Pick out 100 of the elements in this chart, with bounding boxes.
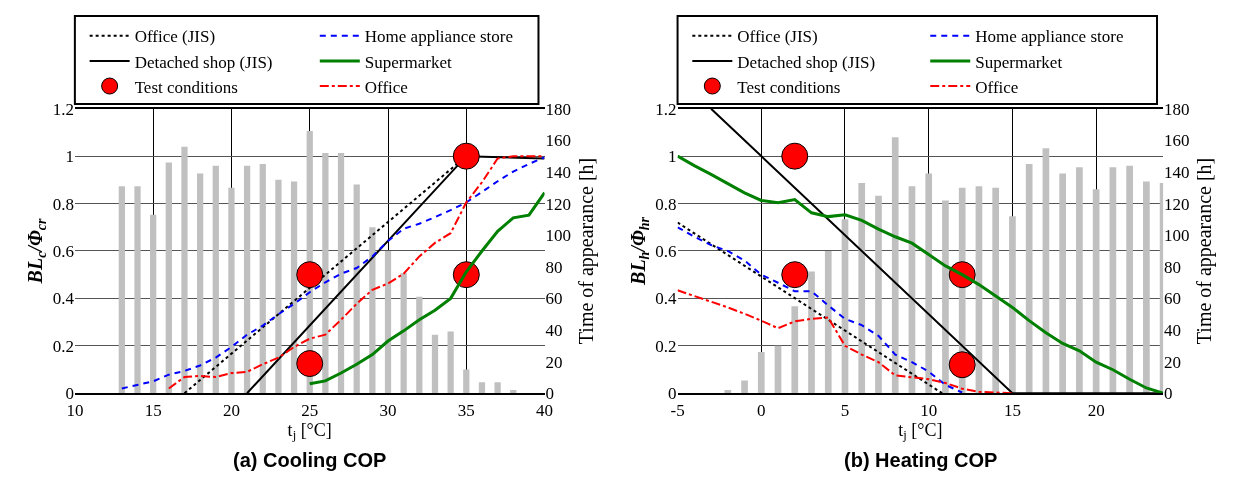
legend-label: Office (JIS) xyxy=(737,27,818,47)
bar xyxy=(322,153,329,394)
y-tick-label: 0.8 xyxy=(52,194,74,214)
x-axis-title: t$_{j}$ [°C] xyxy=(898,419,943,443)
bar xyxy=(134,186,141,394)
bar xyxy=(400,273,407,394)
legend-label: Test conditions xyxy=(134,77,238,97)
bar xyxy=(824,250,832,394)
y2-tick-label: 160 xyxy=(1164,131,1190,151)
y-tick-label: 1.2 xyxy=(655,99,677,119)
point xyxy=(296,261,324,289)
bar xyxy=(416,296,423,394)
legend-label: Supermarket xyxy=(364,52,452,72)
bar xyxy=(463,369,470,394)
bar xyxy=(431,334,439,394)
x-tick-label: 5 xyxy=(840,400,850,420)
y2-tick-label: 180 xyxy=(545,99,572,119)
y2-tick-label: 160 xyxy=(545,131,572,151)
legend-label: Office xyxy=(364,77,408,97)
y2-tick-label: 20 xyxy=(545,352,563,372)
y2-tick-label: 120 xyxy=(545,194,572,214)
bar xyxy=(741,380,748,394)
x-tick-label: 30 xyxy=(379,400,397,420)
bar xyxy=(1126,165,1133,394)
bar xyxy=(510,390,517,394)
x-axis-title: t$_{j}$ [°C] xyxy=(287,419,332,443)
bar xyxy=(1076,167,1083,394)
y2-tick-label: 120 xyxy=(1164,194,1190,214)
bar xyxy=(212,165,219,394)
y2-tick-label: 60 xyxy=(1164,289,1182,309)
y2-axis-title: Time of appearance [h] xyxy=(574,157,598,345)
y-tick-label: 0.4 xyxy=(52,289,75,309)
bar xyxy=(384,250,392,394)
bar xyxy=(353,184,360,394)
bar xyxy=(181,146,188,394)
bar xyxy=(337,153,345,394)
legend-label: Office xyxy=(975,77,1019,97)
bar xyxy=(724,390,732,394)
y-tick-label: 0.4 xyxy=(655,289,678,309)
y2-tick-label: 100 xyxy=(545,226,572,246)
bar xyxy=(369,227,376,394)
x-tick-label: 25 xyxy=(301,400,319,420)
y2-tick-label: 80 xyxy=(1164,257,1182,277)
bar xyxy=(259,164,266,394)
point xyxy=(296,350,324,378)
legend-label: Test conditions xyxy=(737,77,841,97)
y-tick-label: 0.8 xyxy=(655,194,677,214)
y2-tick-label: 140 xyxy=(545,162,572,182)
y2-tick-label: 60 xyxy=(545,289,563,309)
point xyxy=(452,142,480,170)
legend-label: Supermarket xyxy=(975,52,1063,72)
x-tick-label: 20 xyxy=(222,400,240,420)
bar xyxy=(447,331,454,394)
legend-label: Detached shop (JIS) xyxy=(737,52,876,72)
legend-label: Office (JIS) xyxy=(134,27,216,47)
point xyxy=(781,142,809,170)
y2-tick-label: 20 xyxy=(1164,352,1182,372)
text: (b) Heating COP xyxy=(844,449,998,471)
bar xyxy=(1143,181,1150,394)
y2-axis-title: Time of appearance [h] xyxy=(1193,157,1217,345)
point xyxy=(781,261,809,289)
bar xyxy=(808,271,815,394)
y2-tick-label: 100 xyxy=(1164,226,1190,246)
bar xyxy=(942,200,949,394)
bar xyxy=(891,137,899,394)
bar xyxy=(118,186,125,394)
y-tick-label: 0.6 xyxy=(655,241,677,261)
y-tick-label: 1 xyxy=(65,147,74,167)
bar xyxy=(275,179,282,394)
legend-label: Home appliance store xyxy=(364,27,514,47)
bar xyxy=(150,214,157,394)
bar xyxy=(992,187,1000,394)
bar xyxy=(858,183,866,394)
y2-tick-label: 40 xyxy=(545,320,563,340)
x-tick-label: 15 xyxy=(144,400,162,420)
bar xyxy=(243,165,251,394)
bar xyxy=(757,352,765,394)
bar xyxy=(791,306,799,394)
bar xyxy=(925,173,933,394)
bar xyxy=(1059,173,1067,394)
y-tick-label: 0.2 xyxy=(52,336,74,356)
bar xyxy=(1009,216,1016,394)
y2-tick-label: 0 xyxy=(1164,384,1173,404)
x-tick-label: 15 xyxy=(1003,400,1021,420)
line-series xyxy=(308,191,545,386)
bar xyxy=(1025,164,1033,394)
line-series xyxy=(677,154,1164,394)
y-tick-label: 1.2 xyxy=(52,99,74,119)
y2-tick-label: 180 xyxy=(1164,99,1190,119)
x-tick-label: 10 xyxy=(920,400,938,420)
legend-label: Detached shop (JIS) xyxy=(134,52,273,72)
line-series xyxy=(677,289,1014,394)
x-tick-label: 35 xyxy=(457,400,475,420)
bar xyxy=(494,382,501,394)
bar xyxy=(165,162,172,394)
point xyxy=(948,351,976,379)
y-tick-label: 0.6 xyxy=(52,241,74,261)
text: (a) Cooling COP xyxy=(233,449,387,471)
x-tick-label: 0 xyxy=(757,400,766,420)
bar xyxy=(228,187,235,394)
